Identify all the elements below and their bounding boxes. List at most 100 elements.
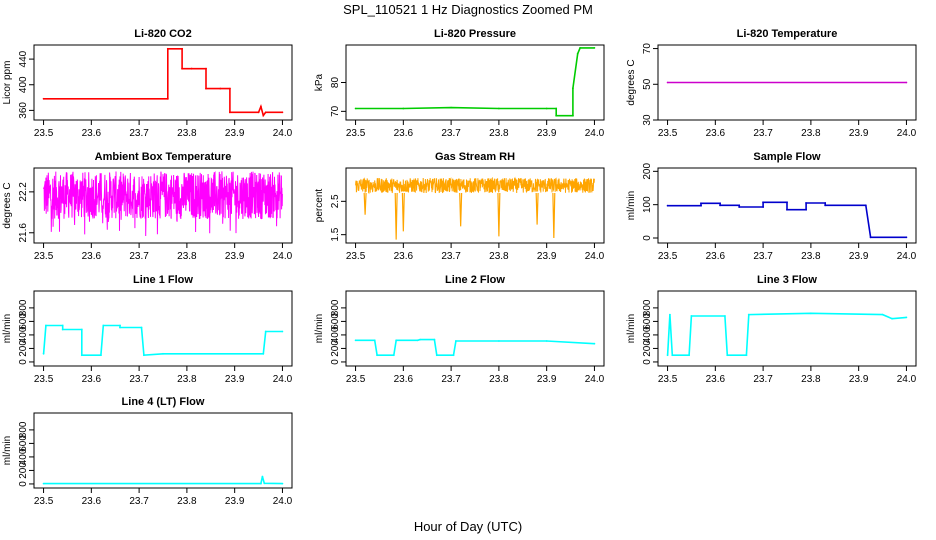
x-tick-label: 24.0 [273, 496, 293, 507]
data-point [762, 201, 764, 204]
series-group [42, 324, 284, 357]
data-point [205, 67, 207, 70]
x-tick-label: 23.7 [441, 128, 461, 139]
x-tick-label: 23.8 [177, 374, 197, 385]
y-tick-label: 800 [642, 299, 653, 316]
data-point [762, 206, 764, 208]
series-dip [552, 192, 556, 239]
chart-panel: Line 1 Flow 23.5 23.6 23.7 23.8 23.9 24.0 0 2004… [2, 274, 293, 385]
data-point [545, 107, 548, 110]
x-tick-label: 24.0 [273, 251, 293, 262]
x-tick-label: 23.5 [34, 128, 54, 139]
data-point [80, 328, 83, 331]
x-tick-label: 24.0 [897, 374, 917, 385]
data-point [671, 354, 674, 357]
y-tick-label: 200 [642, 163, 653, 180]
y-tick-label: 400 [330, 326, 341, 343]
data-point [229, 111, 231, 114]
y-tick-label: 800 [18, 299, 29, 316]
x-tick-label: 23.5 [658, 251, 678, 262]
data-point [433, 338, 436, 341]
series-line [355, 47, 595, 117]
y-tick-label: 0 [330, 359, 341, 365]
data-point [260, 105, 262, 108]
x-tick-label: 23.9 [849, 374, 869, 385]
y-tick-label: 360 [18, 102, 29, 119]
y-axis-label: ml/min [626, 314, 637, 343]
series-dip [497, 192, 501, 237]
y-axis-label: degrees C [2, 182, 13, 228]
x-tick-label: 23.6 [394, 251, 414, 262]
x-tick-label: 23.7 [129, 128, 149, 139]
x-tick-label: 23.8 [177, 251, 197, 262]
y-tick-label: 200 [642, 340, 653, 357]
y-tick-label: 800 [18, 421, 29, 438]
y-tick-label: 50 [642, 78, 653, 90]
data-point [905, 316, 908, 319]
data-point [354, 339, 357, 342]
data-point [824, 204, 827, 207]
panel-title: Line 2 Flow [445, 274, 505, 286]
x-tick-label: 23.5 [346, 374, 366, 385]
data-point [572, 114, 574, 117]
x-tick-label: 23.5 [346, 128, 366, 139]
y-tick-label: 70 [330, 105, 341, 117]
y-tick-label: 0 [18, 481, 29, 487]
series-dip [401, 192, 405, 232]
data-point [262, 114, 265, 117]
data-point [690, 315, 693, 317]
data-point [395, 339, 398, 342]
y-tick-label: 600 [642, 313, 653, 330]
data-point [264, 111, 267, 114]
data-point [260, 482, 262, 485]
panel-title: Line 4 (LT) Flow [122, 396, 205, 408]
y-tick-label: 200 [18, 340, 29, 357]
data-point [140, 326, 143, 329]
x-tick-label: 23.6 [706, 251, 726, 262]
data-point [102, 324, 105, 327]
y-tick-label: 200 [330, 340, 341, 357]
data-point [181, 47, 184, 50]
x-tick-label: 23.7 [129, 496, 149, 507]
panels-container: Li-820 CO2 23.5 23.6 23.7 23.8 23.9 24.0 360 400… [2, 28, 917, 507]
x-tick-label: 23.9 [849, 251, 869, 262]
data-point [392, 354, 395, 357]
chart-panel: Li-820 Pressure 23.5 23.6 23.7 23.8 23.9 24.0 7… [314, 28, 605, 139]
data-point [786, 208, 788, 211]
data-point [805, 202, 807, 204]
data-point [416, 339, 419, 342]
series-group [355, 176, 595, 240]
data-point [545, 340, 548, 342]
x-tick-label: 23.6 [394, 374, 414, 385]
y-axis-label: ml/min [2, 436, 13, 465]
y-tick-label: 0 [18, 359, 29, 365]
x-tick-label: 23.5 [34, 374, 54, 385]
data-point [593, 342, 596, 345]
data-point [745, 354, 748, 357]
data-point [905, 236, 908, 239]
x-tick-label: 23.5 [346, 251, 366, 262]
data-point [891, 317, 893, 320]
data-point [824, 202, 827, 204]
series-line [355, 176, 595, 195]
chart-panel: Li-820 Temperature 23.5 23.6 23.7 23.8 23.9 24… [626, 28, 917, 139]
data-point [219, 87, 222, 90]
data-point [669, 313, 671, 316]
data-point [61, 324, 64, 327]
series-line [43, 476, 283, 485]
x-tick-label: 23.9 [225, 128, 245, 139]
y-tick-label: 2.5 [330, 194, 341, 208]
data-point [262, 352, 265, 355]
x-tick-label: 24.0 [273, 374, 293, 385]
series-dip [459, 192, 463, 227]
x-tick-label: 23.8 [489, 251, 509, 262]
series-group [666, 81, 908, 84]
y-tick-label: 600 [18, 435, 29, 452]
panel-title: Line 3 Flow [757, 274, 817, 286]
x-tick-label: 23.5 [658, 374, 678, 385]
data-point [450, 106, 452, 109]
data-point [498, 107, 500, 110]
data-point [181, 67, 184, 70]
x-tick-label: 23.7 [441, 374, 461, 385]
